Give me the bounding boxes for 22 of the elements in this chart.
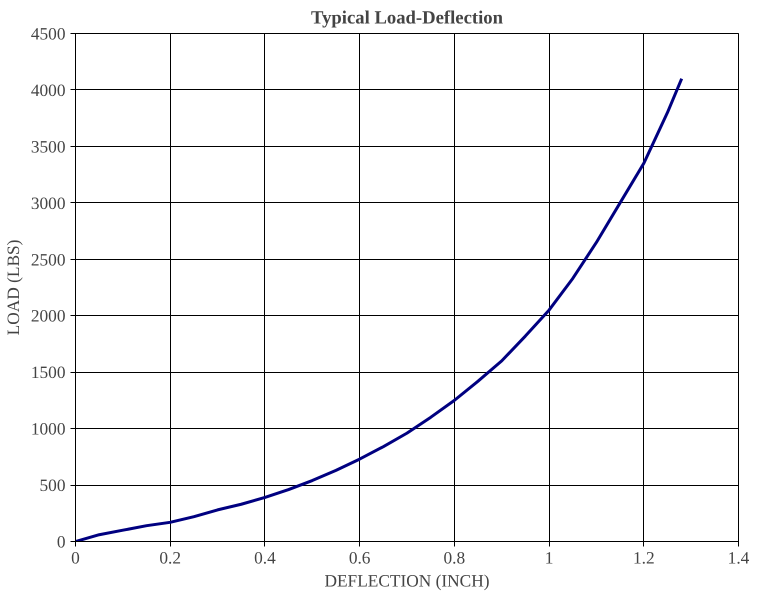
y-tick-label: 2000 [30, 306, 66, 326]
x-tick-label: 1.2 [632, 548, 655, 568]
y-tick-label: 4000 [30, 80, 66, 100]
x-tick-label: 1 [544, 548, 554, 568]
y-tick-label: 4500 [30, 24, 66, 44]
y-tick-label: 2500 [30, 250, 66, 270]
x-tick-label: 0.2 [159, 548, 182, 568]
y-tick-label: 3000 [30, 194, 66, 213]
x-tick-label: 1.4 [728, 548, 750, 568]
chart-title: Typical Load-Deflection [311, 8, 504, 28]
y-tick-label: 1500 [30, 363, 66, 382]
line-series [76, 77, 684, 542]
x-axis-title: DEFLECTION (INCH) [324, 572, 490, 590]
x-tick-label: 0.4 [254, 548, 276, 568]
x-tick-label: 0.8 [444, 548, 466, 568]
y-tick-label: 3500 [30, 137, 66, 156]
y-tick-label: 1000 [30, 420, 66, 439]
y-axis-title: LOAD (LBS) [4, 239, 23, 336]
y-tick-label: 0 [56, 532, 66, 552]
x-tick-label: 0 [71, 548, 80, 568]
y-tick-label: 500 [40, 476, 66, 496]
x-tick-label: 0.6 [348, 548, 371, 568]
